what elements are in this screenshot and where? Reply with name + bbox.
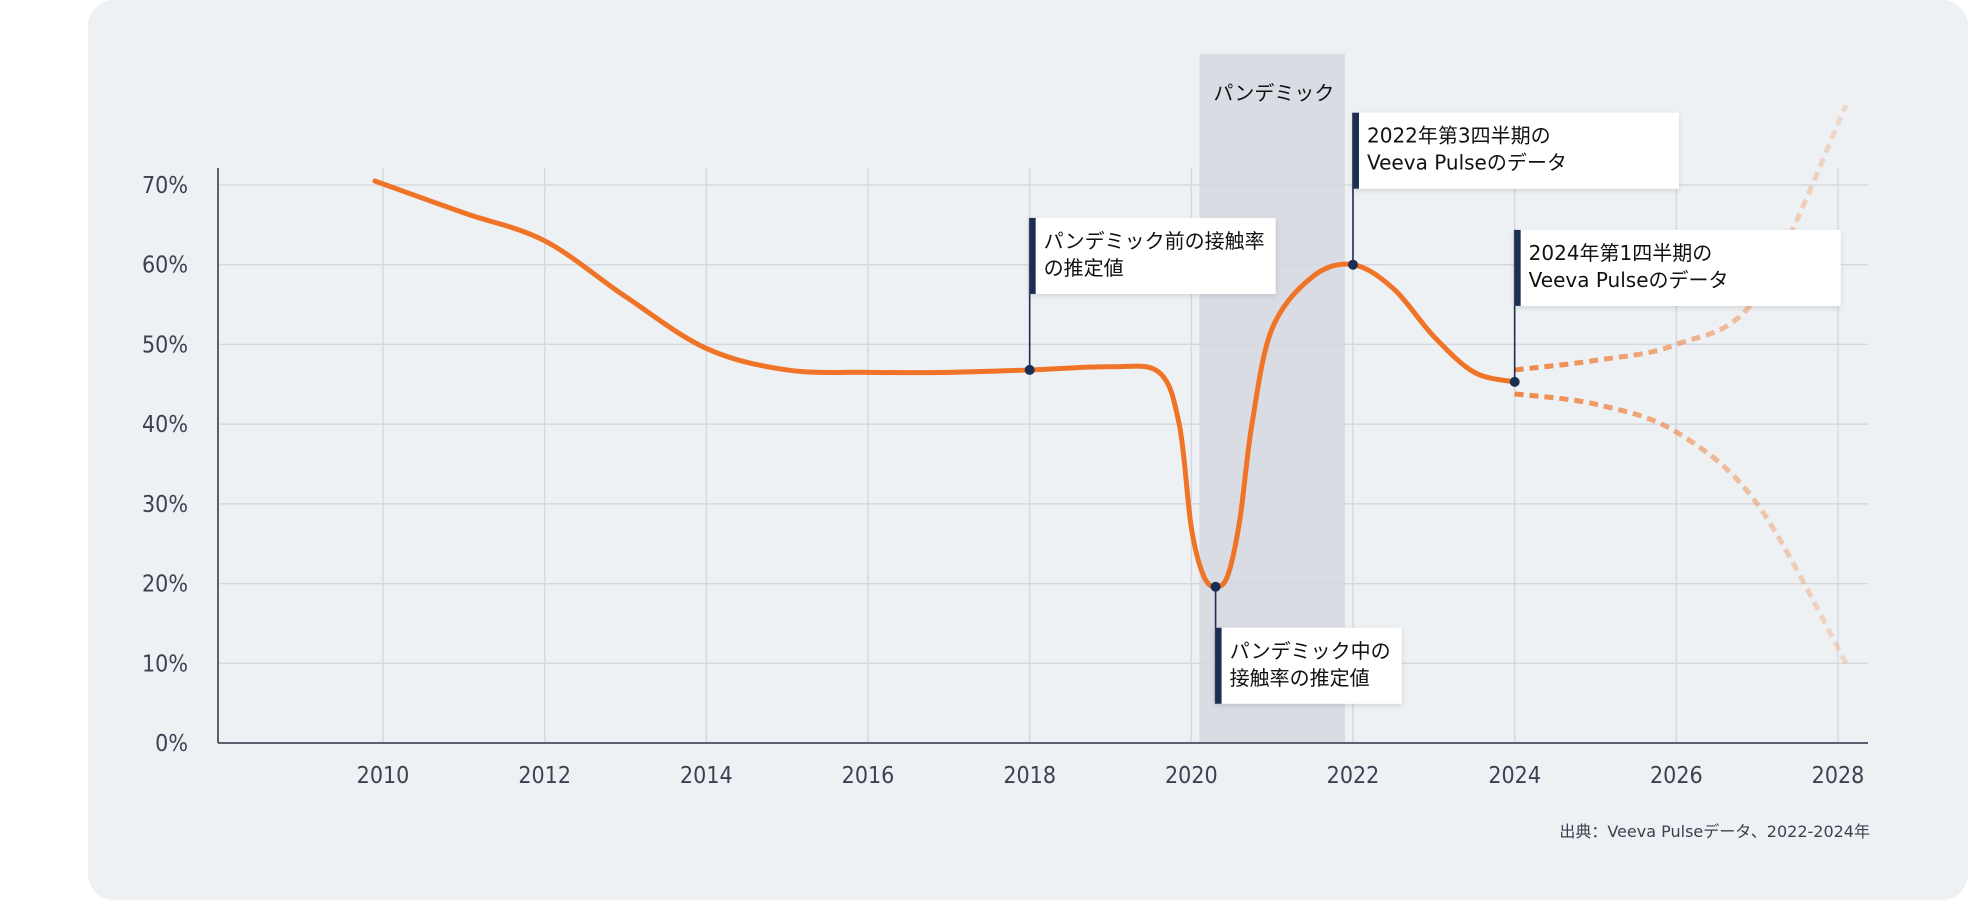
y-tick-label: 20% — [142, 572, 188, 598]
y-tick-label: 60% — [142, 253, 188, 279]
data-point-marker — [1348, 259, 1358, 270]
callout-text: パンデミック前の接触率 — [1044, 229, 1265, 253]
x-tick-label: 2018 — [1003, 763, 1056, 789]
pandemic-band-label: パンデミック — [1213, 81, 1334, 105]
y-tick-label: 30% — [142, 492, 188, 518]
callout-text: パンデミック中の — [1230, 639, 1391, 663]
callout-box — [1029, 217, 1276, 294]
x-tick-label: 2028 — [1812, 763, 1865, 789]
callout-text: の推定値 — [1044, 256, 1124, 280]
x-tick-label: 2024 — [1488, 763, 1541, 789]
y-tick-label: 70% — [142, 173, 188, 199]
callout-box — [1353, 112, 1679, 189]
x-tick-label: 2016 — [842, 763, 895, 789]
callout-accent-bar — [1353, 112, 1359, 189]
callout: 2022年第3四半期の Veeva Pulseのデータ — [1353, 112, 1679, 189]
data-point-marker — [1509, 376, 1520, 387]
callout-text: 接触率の推定値 — [1230, 666, 1370, 690]
contact-rate-line — [372, 178, 1518, 590]
source-note: 出典：Veeva Pulseデータ、2022-2024年 — [1559, 822, 1870, 841]
x-tick-label: 2010 — [357, 763, 410, 789]
data-point-marker — [1024, 364, 1035, 375]
callout-accent-bar — [1514, 229, 1521, 306]
callout-text: 2022年第3四半期の — [1367, 124, 1551, 148]
x-tick-label: 2022 — [1327, 763, 1380, 789]
y-tick-label: 40% — [142, 412, 188, 438]
callout-text: 2024年第1四半期の — [1529, 241, 1713, 265]
callout-text: Veeva Pulseのデータ — [1529, 268, 1729, 292]
callout-box — [1514, 229, 1841, 306]
y-tick-label: 50% — [142, 332, 188, 358]
callout-accent-bar — [1029, 217, 1036, 294]
callout-accent-bar — [1215, 627, 1222, 704]
forecast-line-3 — [1514, 391, 1849, 665]
y-tick-label: 0% — [155, 731, 188, 757]
data-point-marker — [1210, 581, 1221, 592]
x-tick-label: 2026 — [1650, 763, 1703, 789]
callout-box — [1215, 627, 1402, 704]
y-tick-label: 10% — [142, 651, 188, 677]
forecast-line-1 — [1514, 104, 1849, 373]
callout: 2024年第1四半期の Veeva Pulseのデータ — [1514, 229, 1841, 306]
x-tick-label: 2012 — [518, 763, 571, 789]
x-tick-label: 2020 — [1165, 763, 1218, 789]
x-tick-label: 2014 — [680, 763, 733, 789]
callout-text: Veeva Pulseのデータ — [1367, 151, 1567, 175]
